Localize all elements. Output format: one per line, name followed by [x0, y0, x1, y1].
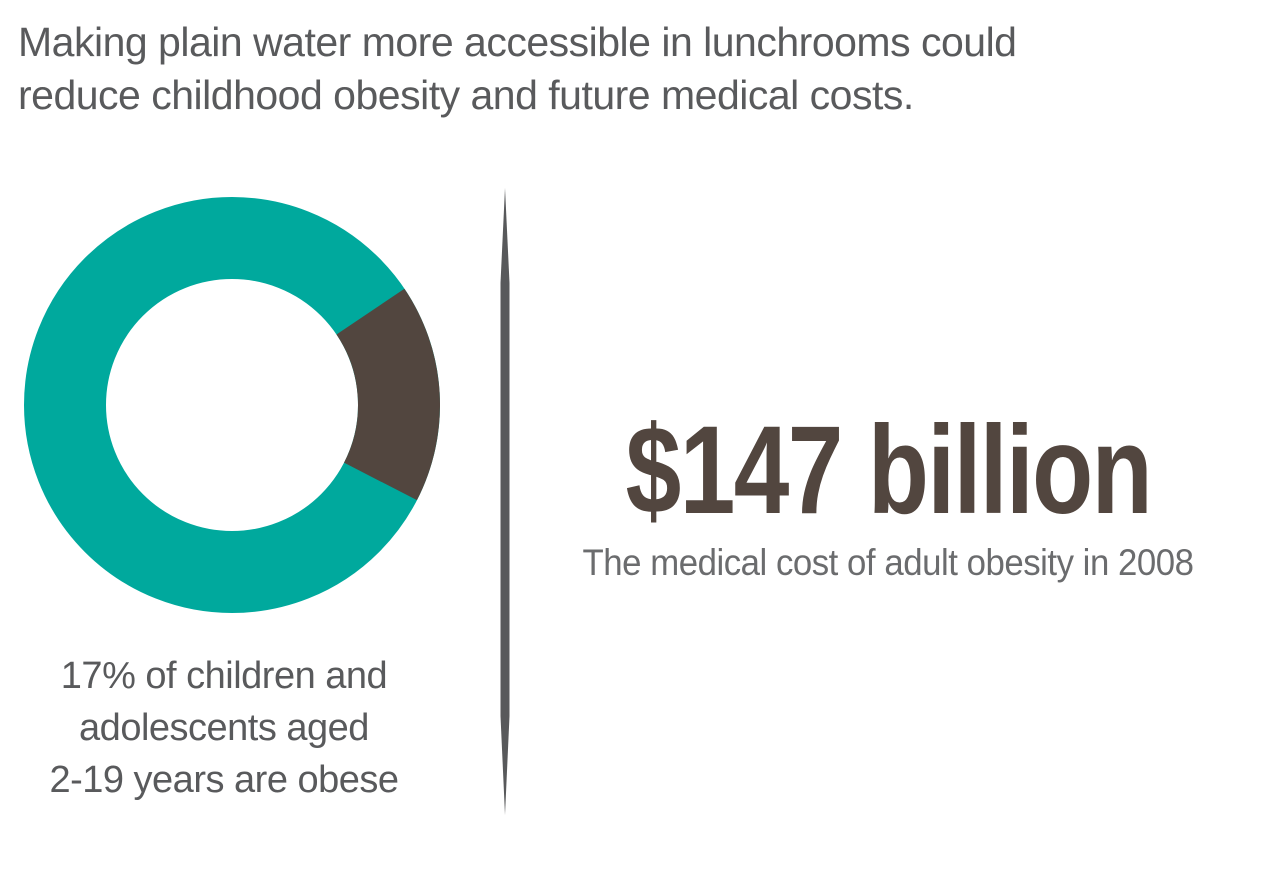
headline-line-1: Making plain water more accessible in lu…	[18, 19, 1017, 65]
donut-caption-line-3: 2-19 years are obese	[49, 759, 399, 801]
divider-shape	[500, 188, 510, 815]
donut-chart-svg	[24, 197, 440, 613]
stat-value: $147 billion	[625, 401, 1152, 540]
donut-chart	[24, 197, 440, 613]
headline: Making plain water more accessible in lu…	[18, 16, 1017, 122]
donut-slice-rest	[24, 197, 440, 613]
headline-line-2: reduce childhood obesity and future medi…	[18, 72, 914, 118]
donut-caption: 17% of children and adolescents aged 2-1…	[4, 650, 444, 806]
donut-slice-obese	[24, 197, 440, 613]
donut-caption-line-1: 17% of children and	[60, 655, 388, 697]
divider-line	[500, 188, 510, 815]
stat-block: $147 billion The medical cost of adult o…	[530, 408, 1246, 584]
stat-label: The medical cost of adult obesity in 200…	[582, 542, 1194, 583]
donut-caption-line-2: adolescents aged	[79, 707, 369, 749]
